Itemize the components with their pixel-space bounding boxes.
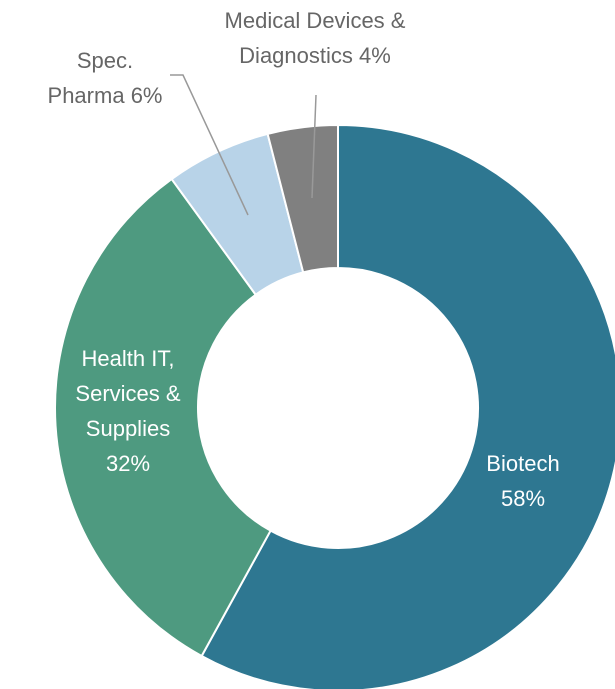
value-label: 4% bbox=[359, 43, 391, 68]
category-label: Health IT, Services & Supplies bbox=[75, 346, 181, 441]
value-label: 6% bbox=[130, 83, 163, 108]
slice-label: Medical Devices & Diagnostics 4% bbox=[195, 3, 435, 73]
donut-slice bbox=[54, 177, 272, 658]
value-label: 32% bbox=[105, 451, 151, 476]
slice-label: Health IT, Services & Supplies 32% bbox=[48, 341, 208, 481]
value-label: 58% bbox=[500, 486, 546, 511]
slice-label: Biotech 58% bbox=[463, 446, 583, 516]
category-label: Biotech bbox=[486, 451, 560, 476]
leader-line bbox=[170, 74, 249, 216]
slice-label: Spec. Pharma 6% bbox=[40, 43, 170, 113]
category-label: Medical Devices & Diagnostics bbox=[224, 8, 406, 68]
category-label: Spec. Pharma bbox=[47, 48, 134, 108]
leader-line bbox=[311, 94, 317, 199]
donut-slice bbox=[266, 123, 339, 274]
donut-slice bbox=[200, 123, 615, 689]
